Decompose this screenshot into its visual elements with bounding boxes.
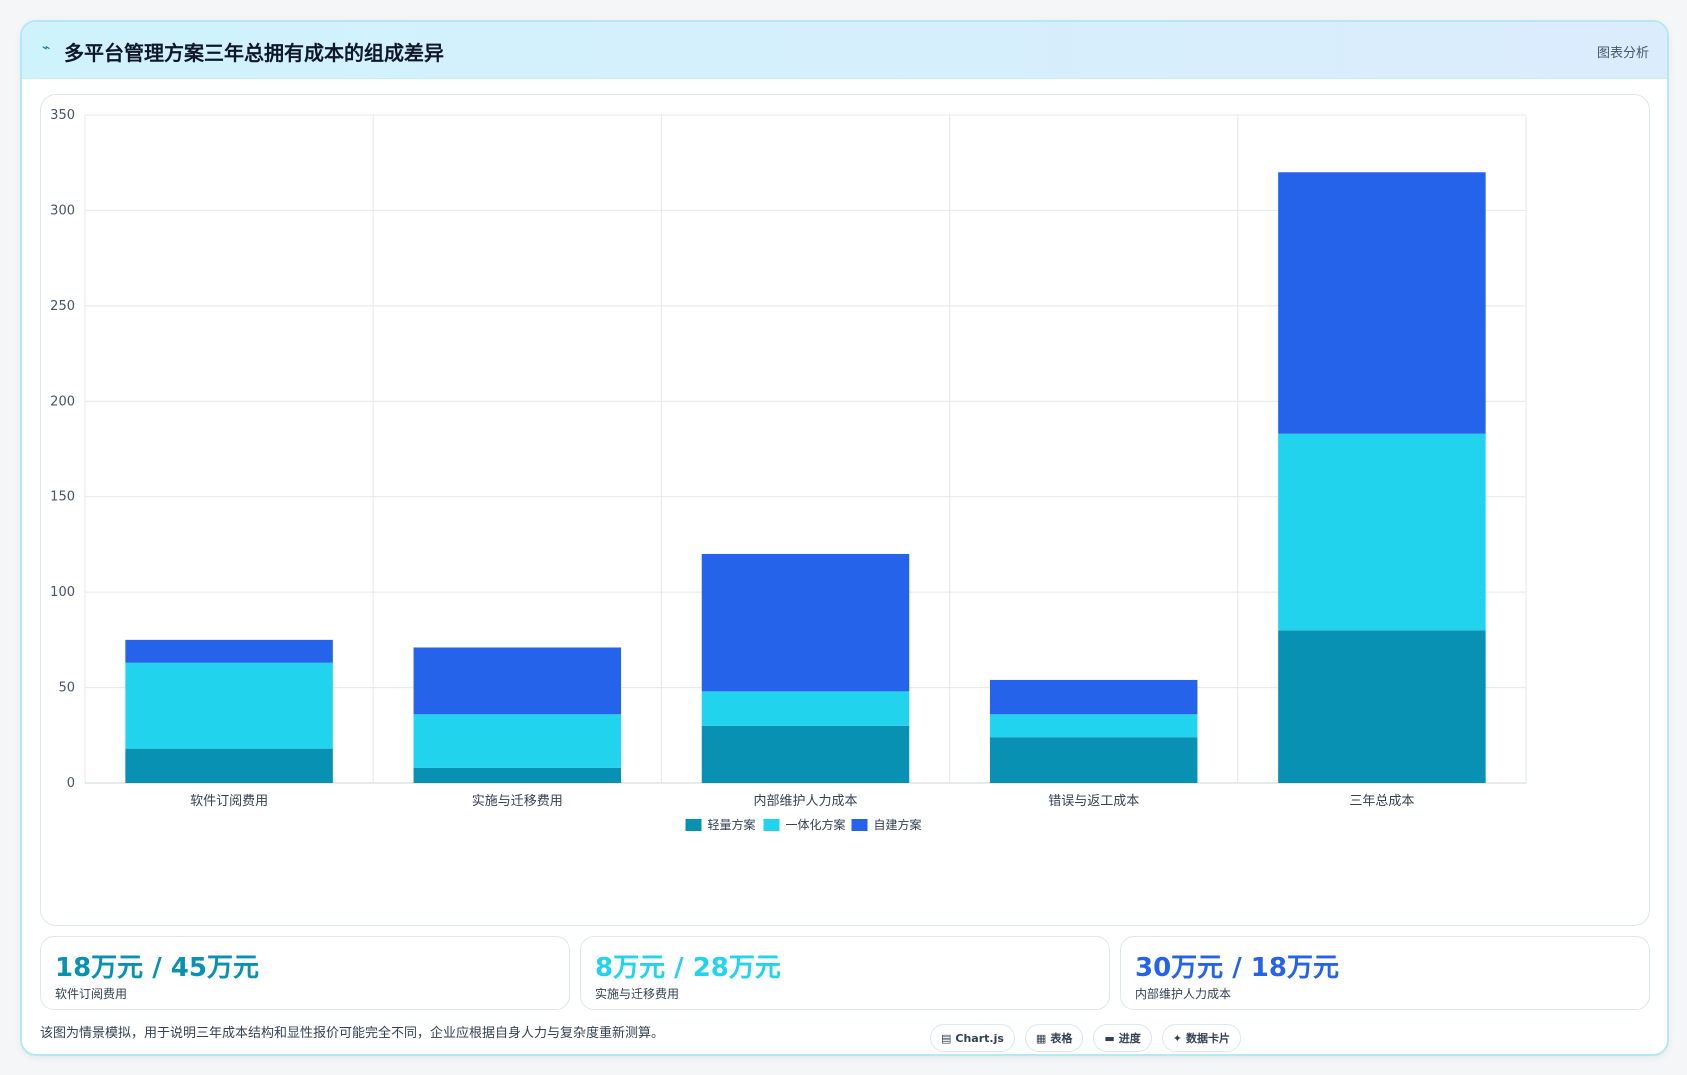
chip-progress[interactable]: ▬ 进度 bbox=[1093, 1024, 1152, 1052]
chip-chartjs[interactable]: ▤ Chart.js bbox=[930, 1024, 1015, 1052]
stacked-bar-chart: 0 50 100 150 200 250 300 350 软件订阅费用 实施与迁移费用 内部维护人力… bbox=[50, 108, 1527, 832]
bar-segment bbox=[413, 767, 622, 783]
legend-label: 轻量方案 bbox=[708, 817, 756, 832]
legend-swatch bbox=[851, 819, 868, 831]
bar-segment bbox=[1278, 172, 1486, 434]
bar-segment bbox=[413, 647, 622, 715]
legend-swatch bbox=[685, 819, 702, 831]
feature-chips: ▤ Chart.js ▦ 表格 ▬ 进度 ✦ 数据卡片 bbox=[930, 1024, 1241, 1052]
kpi-value: 8万元 / 28万元 bbox=[595, 953, 781, 983]
x-category-label: 错误与返工成本 bbox=[1048, 794, 1139, 809]
chip-label: 表格 bbox=[1050, 1032, 1073, 1045]
bar-segment bbox=[701, 553, 910, 692]
y-tick-label: 0 bbox=[67, 776, 75, 791]
kpi-label: 实施与迁移费用 bbox=[595, 987, 680, 1001]
kpi-card-migration: 8万元 / 28万元 实施与迁移费用 bbox=[580, 936, 1110, 1010]
x-category-label: 三年总成本 bbox=[1349, 794, 1414, 809]
bar-segment bbox=[989, 714, 1198, 738]
page-title: 多平台管理方案三年总拥有成本的组成差异 bbox=[64, 41, 444, 65]
x-category-label: 实施与迁移费用 bbox=[472, 794, 563, 809]
y-tick-label: 100 bbox=[50, 585, 75, 600]
progress-icon: ▬ bbox=[1104, 1031, 1115, 1045]
bar-segment bbox=[1278, 630, 1486, 783]
kpi-label: 软件订阅费用 bbox=[55, 987, 128, 1001]
bar-segment bbox=[125, 639, 333, 663]
bar-segment bbox=[125, 748, 333, 783]
bar-segment bbox=[1278, 433, 1486, 631]
legend-label: 自建方案 bbox=[874, 817, 922, 832]
kpi-value: 18万元 / 45万元 bbox=[55, 953, 259, 983]
kpi-label: 内部维护人力成本 bbox=[1135, 987, 1232, 1001]
chart-icon: ▤ bbox=[941, 1031, 952, 1045]
card-header: ⌁ 多平台管理方案三年总拥有成本的组成差异 图表分析 bbox=[22, 22, 1667, 79]
chip-data-card[interactable]: ✦ 数据卡片 bbox=[1161, 1024, 1241, 1052]
y-tick-label: 200 bbox=[50, 394, 75, 409]
y-tick-label: 150 bbox=[50, 490, 75, 505]
bar-segment bbox=[413, 714, 622, 768]
chart-line-icon: ⌁ bbox=[42, 40, 51, 56]
sparkle-icon: ✦ bbox=[1172, 1031, 1182, 1045]
x-category-label: 内部维护人力成本 bbox=[753, 793, 857, 809]
y-tick-label: 350 bbox=[50, 108, 75, 123]
y-tick-label: 250 bbox=[50, 299, 75, 314]
bar-segment bbox=[125, 662, 333, 749]
bar-segment bbox=[989, 737, 1198, 783]
chip-table[interactable]: ▦ 表格 bbox=[1024, 1024, 1084, 1052]
kpi-value: 30万元 / 18万元 bbox=[1135, 953, 1339, 983]
x-category-label: 软件订阅费用 bbox=[190, 794, 268, 809]
chart-card: ⌁ 多平台管理方案三年总拥有成本的组成差异 图表分析 0 50 100 150 200 2… bbox=[20, 20, 1669, 1056]
y-tick-label: 50 bbox=[58, 681, 75, 696]
bar-segment bbox=[701, 725, 910, 783]
kpi-card-subscription: 18万元 / 45万元 软件订阅费用 bbox=[40, 936, 570, 1010]
chip-label: Chart.js bbox=[955, 1031, 1004, 1045]
footnote: 该图为情景模拟，用于说明三年成本结构和显性报价可能完全不同，企业应根据自身人力与… bbox=[40, 1026, 665, 1041]
y-tick-label: 300 bbox=[50, 203, 75, 218]
chip-label: 数据卡片 bbox=[1185, 1032, 1230, 1045]
chip-label: 进度 bbox=[1118, 1032, 1141, 1045]
chart-analysis-tag: 图表分析 bbox=[1596, 46, 1649, 61]
legend-swatch bbox=[763, 819, 780, 831]
bar-segment bbox=[989, 679, 1198, 715]
bar-segment bbox=[701, 691, 910, 726]
legend-label: 一体化方案 bbox=[786, 817, 846, 832]
kpi-card-maintenance: 30万元 / 18万元 内部维护人力成本 bbox=[1120, 936, 1650, 1010]
table-icon: ▦ bbox=[1035, 1031, 1047, 1045]
chart-panel: 0 50 100 150 200 250 300 350 软件订阅费用 实施与迁移费用 内部维护人力… bbox=[40, 94, 1650, 926]
